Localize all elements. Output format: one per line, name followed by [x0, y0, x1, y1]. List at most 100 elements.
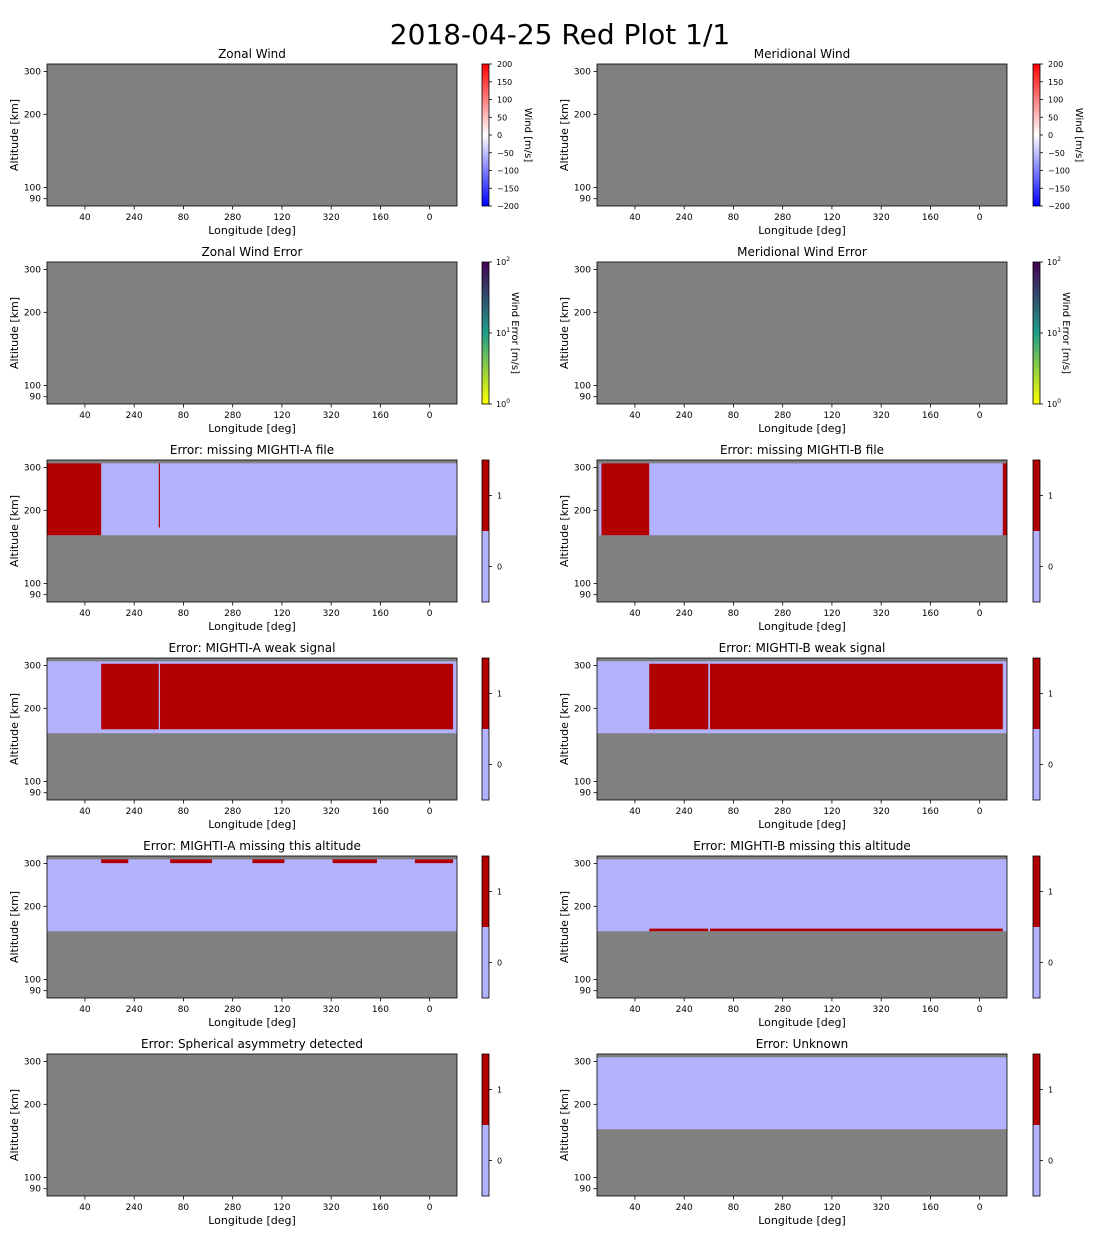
panel-title: Error: MIGHTI-B weak signal: [719, 641, 886, 655]
axes-frame: [596, 261, 1008, 405]
colorbar: 01: [481, 855, 502, 999]
colorbar-tick-label: 1: [1048, 690, 1053, 699]
colorbar-tick-label: 100: [497, 96, 512, 105]
panel-title: Meridional Wind Error: [737, 245, 867, 259]
panel-title: Error: MIGHTI-B missing this altitude: [693, 839, 911, 853]
x-axis-label: Longitude [deg]: [208, 620, 296, 633]
y-tick-label: 300: [24, 265, 41, 275]
panel-mighti-b-missing-altitude: Error: MIGHTI-B missing this altitude 40 2…: [558, 839, 1053, 1029]
plot-area: [47, 262, 457, 404]
colorbar-tick-label: 100: [1048, 96, 1063, 105]
x-tick-label: 0: [977, 1005, 983, 1015]
plot-area: [47, 1054, 457, 1196]
axes-frame: [46, 657, 458, 801]
y-tick-label: 100: [574, 1174, 591, 1184]
y-axis-label: Altitude [km]: [8, 891, 21, 963]
y-tick-label: 90: [30, 195, 42, 205]
x-tick-label: 320: [323, 1005, 340, 1015]
panel-title: Error: missing MIGHTI-A file: [170, 443, 334, 457]
flag-region-set: [170, 859, 212, 864]
colorbar-tick-label: 0: [1048, 1157, 1053, 1166]
panel-title: Zonal Wind Error: [202, 245, 303, 259]
y-tick-label: 300: [574, 1057, 591, 1067]
x-tick-label: 320: [873, 807, 890, 817]
y-tick-label: 100: [574, 778, 591, 788]
colorbar-segment-1: [1033, 1054, 1040, 1125]
x-tick-label: 240: [126, 807, 143, 817]
plot-area: [597, 64, 1007, 206]
colorbar: −200 −150 −100 −50 0 50 100 150 200 Wind [m/s]: [481, 60, 533, 211]
y-tick-label: 200: [24, 110, 41, 120]
colorbar-tick-label: −150: [1048, 184, 1070, 193]
y-tick-label: 200: [24, 308, 41, 318]
x-tick-label: 320: [873, 1203, 890, 1213]
y-axis-label: Altitude [km]: [558, 99, 571, 171]
y-tick-label: 90: [580, 789, 592, 799]
y-tick-label: 200: [24, 704, 41, 714]
colorbar-tick-label: 150: [1048, 78, 1063, 87]
colorbar-tick-label: 1: [497, 1086, 502, 1095]
colorbar-frame: [1032, 657, 1041, 801]
colorbar-frame: [1032, 459, 1041, 603]
x-tick-label: 320: [323, 411, 340, 421]
panel-zonal-wind-error: Zonal Wind Error 40 240 80 280 120 320 160 0 Long…: [8, 245, 520, 435]
colorbar-tick-label: 0: [1048, 761, 1053, 770]
colorbar-label: Wind [m/s]: [1073, 108, 1084, 163]
x-tick-label: 40: [629, 1203, 641, 1213]
y-tick-label: 90: [580, 591, 592, 601]
panel-mighti-a-missing-altitude: Error: MIGHTI-A missing this altitude 40 2…: [8, 839, 502, 1029]
y-axis-label: Altitude [km]: [8, 297, 21, 369]
x-tick-label: 320: [323, 609, 340, 619]
x-tick-label: 240: [676, 1005, 693, 1015]
axes-frame: [596, 855, 1008, 999]
axes-frame: [596, 459, 1008, 603]
colorbar-frame: [1032, 855, 1041, 999]
colorbar-tick-label: 200: [497, 60, 512, 69]
x-tick-label: 40: [79, 213, 91, 223]
flag-region-clear: [597, 1057, 1007, 1130]
x-tick-label: 0: [977, 213, 983, 223]
x-tick-label: 120: [823, 411, 840, 421]
y-tick-label: 300: [24, 67, 41, 77]
y-tick-label: 200: [24, 506, 41, 516]
x-tick-label: 120: [823, 807, 840, 817]
flag-region-set: [649, 928, 709, 932]
x-tick-label: 120: [823, 1005, 840, 1015]
flag-region-set: [101, 663, 159, 730]
x-tick-label: 0: [427, 213, 433, 223]
colorbar-segment-1: [482, 1054, 489, 1125]
x-tick-label: 280: [774, 1005, 791, 1015]
x-axis-label: Longitude [deg]: [208, 224, 296, 237]
y-axis-label: Altitude [km]: [8, 99, 21, 171]
x-tick-label: 320: [323, 807, 340, 817]
colorbar: 01: [481, 1053, 502, 1197]
x-tick-label: 160: [922, 1203, 939, 1213]
y-axis-label: Altitude [km]: [558, 891, 571, 963]
y-tick-label: 90: [30, 393, 42, 403]
colorbar: −200 −150 −100 −50 0 50 100 150 200 Wind [m/s]: [1032, 60, 1084, 211]
x-tick-label: 120: [823, 609, 840, 619]
x-tick-label: 0: [427, 1203, 433, 1213]
y-tick-label: 100: [24, 580, 41, 590]
colorbar-tick-label: 102: [496, 256, 510, 267]
x-axis-label: Longitude [deg]: [758, 620, 846, 633]
x-axis-label: Longitude [deg]: [758, 422, 846, 435]
flag-region-clear: [599, 463, 1007, 536]
colorbar-tick-label: −200: [1048, 202, 1070, 211]
y-tick-label: 300: [574, 661, 591, 671]
x-axis-label: Longitude [deg]: [758, 818, 846, 831]
y-tick-label: 100: [24, 976, 41, 986]
x-tick-label: 0: [427, 609, 433, 619]
colorbar-tick-label: 0: [497, 761, 502, 770]
plot-area: [597, 262, 1007, 404]
panel-meridional-wind-error: Meridional Wind Error 40 240 80 280 120 320 160…: [558, 245, 1071, 435]
colorbar-tick-label: −100: [497, 167, 519, 176]
colorbar-tick-label: 150: [497, 78, 512, 87]
colorbar-tick-label: −50: [497, 149, 514, 158]
flag-region-clear: [597, 859, 1007, 932]
x-tick-label: 40: [629, 213, 641, 223]
axes-frame: [46, 855, 458, 999]
colorbar-tick-label: 50: [1048, 113, 1058, 122]
colorbar-tick-label: 1: [497, 888, 502, 897]
